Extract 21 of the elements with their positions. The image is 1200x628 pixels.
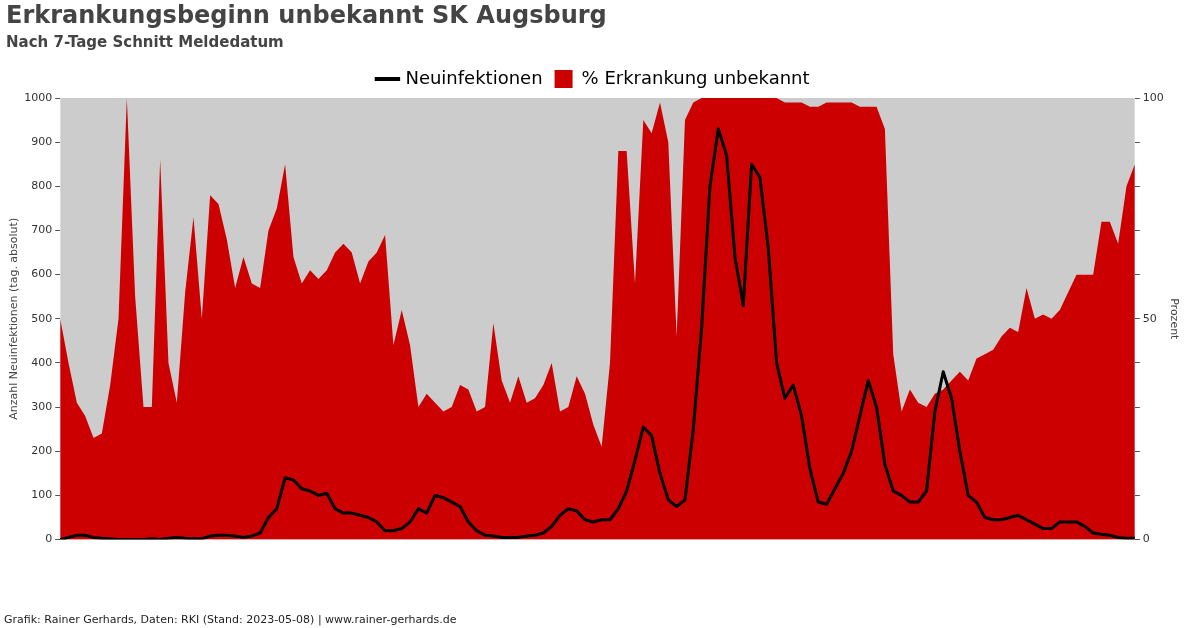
y-tick-label: 300	[31, 399, 53, 413]
y-tick-label: 800	[31, 179, 53, 193]
text: Grafik: Rainer Gerhards, Daten: RKI (Stand: 2023-05-08) | www.rainer-gerhards.de	[4, 613, 457, 626]
y-tick-label: 600	[31, 267, 53, 281]
y2-tick-label: 50	[1142, 311, 1157, 325]
y-tick-label: 200	[31, 444, 53, 458]
y-tick-label: 0	[45, 532, 53, 546]
chart-subtitle: Nach 7-Tage Schnitt Meldedatum	[6, 33, 284, 51]
y-tick-label: 700	[31, 223, 53, 237]
y-tick-label: 100	[31, 488, 53, 502]
y-tick-label: 900	[31, 135, 53, 149]
y-axis-title: Anzahl Neuinfektionen (tag. absolut)	[7, 217, 21, 420]
y2-axis-title: Prozent	[1167, 298, 1181, 341]
legend-label: Neuinfektionen	[405, 66, 543, 88]
y-tick-label: 400	[31, 355, 53, 369]
y-tick-label: 500	[31, 311, 53, 325]
y2-tick-label: 100	[1142, 90, 1164, 104]
y-tick-label: 1000	[24, 90, 53, 104]
y2-tick-label: 0	[1142, 532, 1150, 546]
legend-label: % Erkrankung unbekannt	[581, 66, 810, 88]
chart-title: Erkrankungsbeginn unbekannt SK Augsburg	[6, 1, 607, 29]
